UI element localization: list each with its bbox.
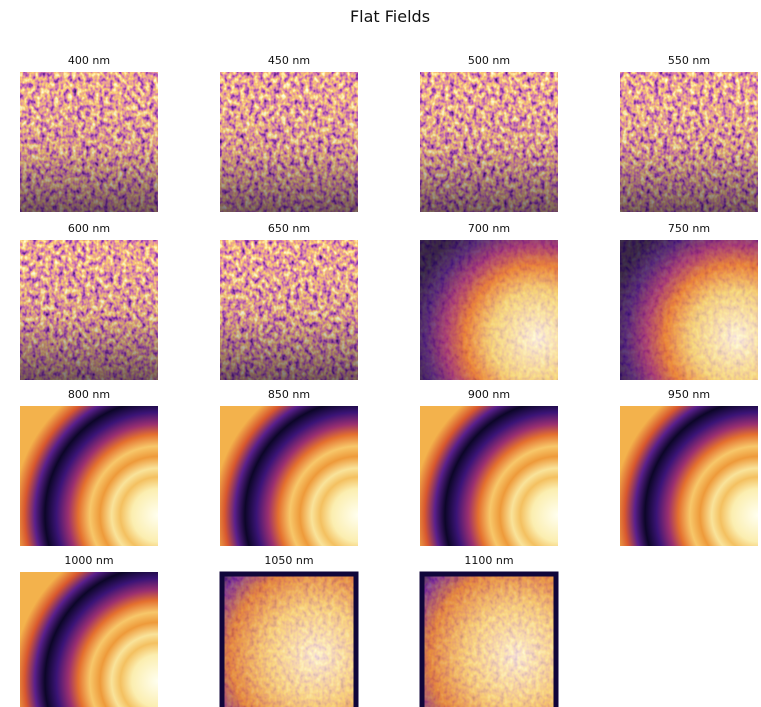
- flat-field-image: [220, 406, 358, 546]
- panel-title: 400 nm: [68, 54, 110, 67]
- panel: 700 nm: [420, 222, 558, 380]
- panel-title: 950 nm: [668, 388, 710, 401]
- panel: 500 nm: [420, 54, 558, 212]
- figure: Flat Fields 400 nm 450 nm 500 nm 550 nm 600 …: [0, 0, 761, 707]
- flat-field-texture: [420, 240, 558, 380]
- panel: 400 nm: [20, 54, 158, 212]
- flat-field-shade: [420, 72, 558, 212]
- flat-field-image: [20, 406, 158, 546]
- panel-title: 550 nm: [668, 54, 710, 67]
- panel: 550 nm: [620, 54, 758, 212]
- flat-field-shade: [620, 72, 758, 212]
- flat-field-image: [20, 572, 158, 707]
- flat-field-image: [620, 406, 758, 546]
- panel-title: 800 nm: [68, 388, 110, 401]
- panel: 650 nm: [220, 222, 358, 380]
- flat-field-texture: [220, 572, 358, 707]
- panel-title: 1100 nm: [464, 554, 513, 567]
- panel-title: 850 nm: [268, 388, 310, 401]
- panel-title: 450 nm: [268, 54, 310, 67]
- flat-field-shade: [220, 240, 358, 380]
- flat-field-image: [420, 406, 558, 546]
- flat-field-texture: [620, 240, 758, 380]
- panel: 750 nm: [620, 222, 758, 380]
- panel: 950 nm: [620, 388, 758, 546]
- panel: 600 nm: [20, 222, 158, 380]
- flat-field-shade: [220, 72, 358, 212]
- panel: 1050 nm: [220, 554, 358, 707]
- panel-grid: 400 nm 450 nm 500 nm 550 nm 600 nm 650 nm 700 …: [20, 54, 758, 707]
- flat-field-texture: [420, 572, 558, 707]
- panel-title: 1050 nm: [264, 554, 313, 567]
- panel: 900 nm: [420, 388, 558, 546]
- panel: 1000 nm: [20, 554, 158, 707]
- panel: 1100 nm: [420, 554, 558, 707]
- figure-title: Flat Fields: [350, 7, 430, 26]
- panel-title: 600 nm: [68, 222, 110, 235]
- flat-field-shade: [20, 72, 158, 212]
- panel: 850 nm: [220, 388, 358, 546]
- panel-title: 650 nm: [268, 222, 310, 235]
- panel: 800 nm: [20, 388, 158, 546]
- panel-title: 500 nm: [468, 54, 510, 67]
- panel-title: 1000 nm: [64, 554, 113, 567]
- panel-title: 700 nm: [468, 222, 510, 235]
- panel-title: 900 nm: [468, 388, 510, 401]
- panel-title: 750 nm: [668, 222, 710, 235]
- flat-field-shade: [20, 240, 158, 380]
- panel: 450 nm: [220, 54, 358, 212]
